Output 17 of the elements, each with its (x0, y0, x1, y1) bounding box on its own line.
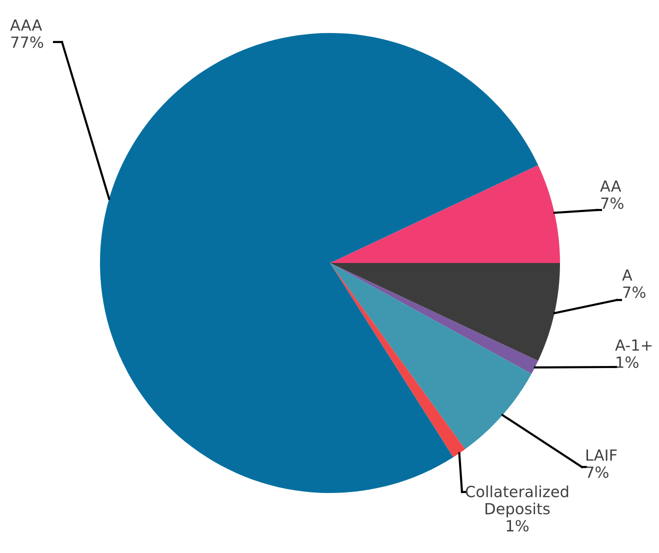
data-label: 7% (586, 466, 608, 478)
slice-label: A-1+ (615, 340, 652, 351)
data-label: 1% (506, 520, 529, 532)
pie-slice (330, 263, 560, 361)
data-label: 7% (623, 286, 646, 298)
slice-label: AA (600, 180, 622, 192)
pie-slice (330, 263, 466, 458)
pie-slice (330, 263, 538, 374)
data-label: 1% (616, 356, 638, 368)
data-label: 7% (601, 197, 624, 209)
slice-label: A (622, 270, 632, 281)
slice-label: LAIF (586, 450, 617, 461)
slice-label: Collateralized Deposits (466, 486, 568, 518)
pie-slice (330, 263, 532, 450)
pie-slice (330, 165, 560, 263)
slice-label: AAA (10, 20, 42, 31)
data-label: 77% (11, 36, 44, 48)
